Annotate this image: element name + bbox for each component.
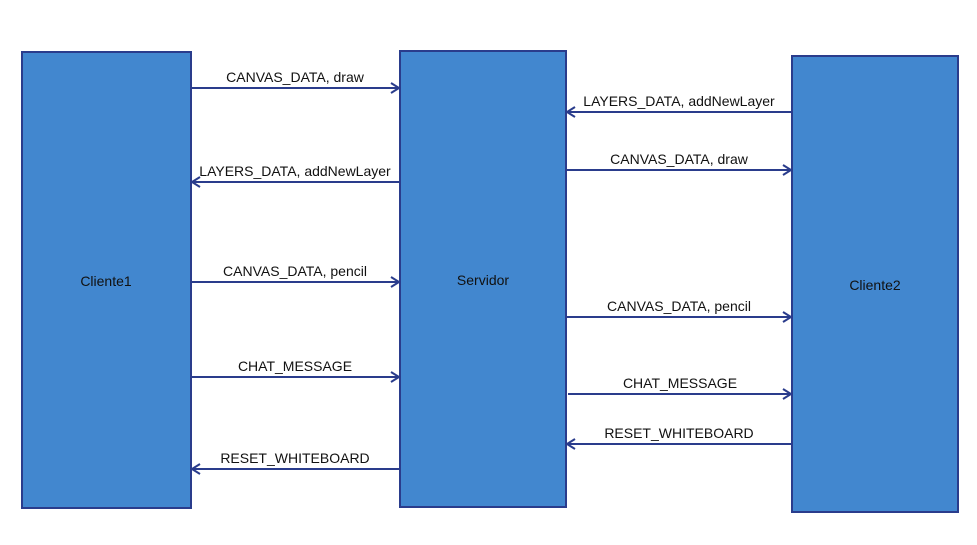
message-label: CANVAS_DATA, draw xyxy=(226,69,365,85)
message-label: CHAT_MESSAGE xyxy=(623,375,737,391)
message-arrow: CHAT_MESSAGE xyxy=(192,358,401,383)
participant-cliente2: Cliente2 xyxy=(791,55,959,513)
message-arrow: RESET_WHITEBOARD xyxy=(565,425,791,450)
message-label: CANVAS_DATA, draw xyxy=(610,151,749,167)
message-label: LAYERS_DATA, addNewLayer xyxy=(583,93,775,109)
message-arrow: CANVAS_DATA, pencil xyxy=(192,263,401,288)
message-arrow: CANVAS_DATA, pencil xyxy=(567,298,793,323)
participant-cliente1-label: Cliente1 xyxy=(80,273,132,289)
participant-cliente1: Cliente1 xyxy=(21,51,192,509)
message-label: RESET_WHITEBOARD xyxy=(604,425,753,441)
participant-servidor: Servidor xyxy=(399,50,567,508)
participant-cliente2-label: Cliente2 xyxy=(849,277,901,293)
message-arrow: RESET_WHITEBOARD xyxy=(190,450,399,475)
message-label: RESET_WHITEBOARD xyxy=(220,450,369,466)
message-arrow: CANVAS_DATA, draw xyxy=(567,151,793,176)
participant-servidor-label: Servidor xyxy=(457,272,509,288)
message-arrow: CHAT_MESSAGE xyxy=(568,375,793,400)
message-label: LAYERS_DATA, addNewLayer xyxy=(199,163,391,179)
message-arrow: CANVAS_DATA, draw xyxy=(192,69,401,94)
message-label: CANVAS_DATA, pencil xyxy=(607,298,751,314)
message-label: CANVAS_DATA, pencil xyxy=(223,263,367,279)
message-arrow: LAYERS_DATA, addNewLayer xyxy=(190,163,399,188)
message-label: CHAT_MESSAGE xyxy=(238,358,352,374)
message-arrow: LAYERS_DATA, addNewLayer xyxy=(565,93,791,118)
